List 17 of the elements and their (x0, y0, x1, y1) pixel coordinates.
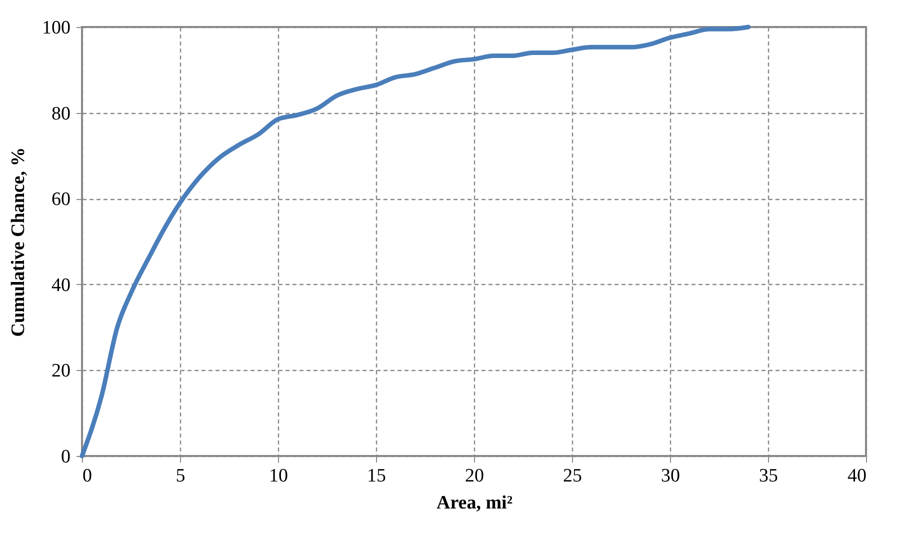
x-tick-label: 35 (759, 466, 778, 486)
y-tick-label: 80 (52, 103, 70, 124)
x-tick-label: 40 (848, 466, 866, 486)
y-tick-label: 40 (52, 274, 70, 296)
y-tick-label: 20 (52, 360, 70, 382)
x-tick-label: 0 (82, 466, 92, 486)
y-tick-label: 0 (61, 446, 70, 468)
x-tick-label: 25 (563, 466, 582, 486)
x-tick-label: 15 (367, 466, 386, 486)
x-tick-label: 30 (661, 466, 680, 486)
y-axis-title: Cumulative Chance, % (8, 147, 29, 337)
x-axis-title: Area, mi² (436, 492, 513, 514)
y-tick-label: 60 (52, 189, 70, 210)
x-tick-label: 10 (269, 466, 288, 486)
x-tick-label: 5 (176, 466, 186, 486)
y-tick-label: 100 (42, 18, 70, 38)
x-tick-label: 20 (465, 466, 484, 486)
